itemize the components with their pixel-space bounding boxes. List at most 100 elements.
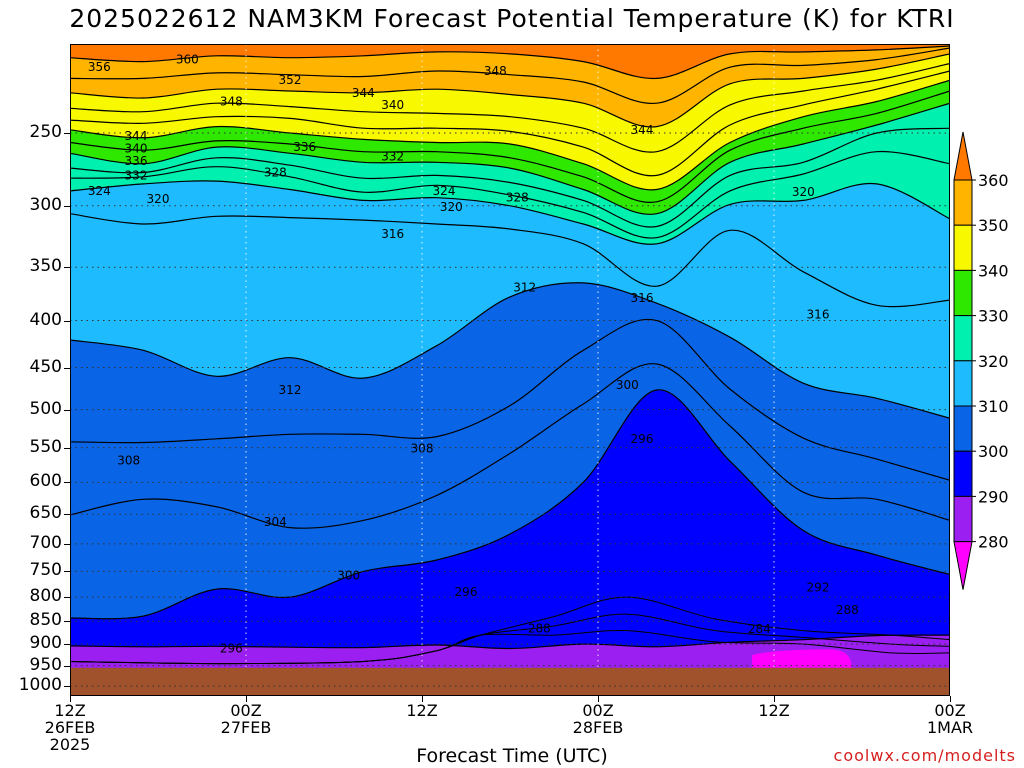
contour-label-328: 328	[506, 191, 529, 205]
isentrope-328	[70, 127, 950, 228]
contour-label-340: 340	[381, 98, 404, 112]
isentrope-300	[70, 389, 950, 620]
x-tick-36	[598, 696, 599, 702]
isentrope-332	[70, 102, 950, 215]
contour-label-328: 328	[264, 166, 287, 180]
isentrope-284	[70, 629, 950, 665]
isentrope-312	[70, 282, 950, 419]
y-tick-label-600: 600	[29, 471, 62, 492]
y-tick-350	[64, 267, 70, 269]
x-tick-60	[950, 696, 951, 702]
colorbar-label-350: 350	[978, 216, 1009, 235]
colorbar-segment-290	[953, 450, 973, 497]
contour-label-300: 300	[337, 569, 360, 583]
contour-label-324: 324	[433, 184, 456, 198]
colorbar-label-330: 330	[978, 307, 1009, 326]
y-tick-550	[64, 447, 70, 449]
y-tick-label-400: 400	[29, 309, 62, 330]
contour-label-332: 332	[125, 168, 148, 182]
x-tick-48	[774, 696, 775, 702]
y-tick-850	[64, 621, 70, 623]
y-tick-450	[64, 367, 70, 369]
isentrope-348	[70, 62, 950, 153]
y-tick-label-550: 550	[29, 436, 62, 457]
contour-label-300: 300	[616, 378, 639, 392]
contour-label-320: 320	[147, 192, 170, 206]
colorbar-max-arrow	[953, 131, 973, 181]
x-tick-label-12: 00Z 27FEB	[220, 701, 272, 737]
contour-label-292: 292	[807, 581, 830, 595]
contour-label-296: 296	[220, 642, 243, 656]
contour-label-340: 340	[125, 142, 148, 156]
y-tick-300	[64, 205, 70, 207]
contour-label-308: 308	[411, 441, 434, 455]
y-tick-label-650: 650	[29, 503, 62, 524]
contour-label-324: 324	[88, 184, 111, 198]
contour-label-316: 316	[631, 291, 654, 305]
y-tick-label-900: 900	[29, 633, 62, 654]
y-tick-label-250: 250	[29, 122, 62, 143]
colorbar-label-280: 280	[978, 533, 1009, 552]
x-tick-24	[422, 696, 423, 702]
fill-band-cold-pocket	[70, 655, 156, 668]
contour-label-348: 348	[220, 94, 243, 108]
y-tick-label-750: 750	[29, 560, 62, 581]
x-tick-label-48: 12Z	[758, 701, 790, 720]
y-tick-700	[64, 543, 70, 545]
y-tick-label-450: 450	[29, 356, 62, 377]
contour-label-308: 308	[117, 453, 140, 467]
y-tick-label-950: 950	[29, 654, 62, 675]
isentrope-344	[70, 70, 950, 177]
plot-area: 356 360 352 348 344 340 348 344 340 336 336 332 332 3…	[70, 44, 950, 696]
y-tick-650	[64, 514, 70, 516]
ground-below-surface	[70, 667, 950, 696]
credit-link[interactable]: coolwx.com/modelts	[833, 746, 1016, 765]
contour-label-304: 304	[264, 515, 287, 529]
y-tick-1000	[64, 686, 70, 688]
colorbar-min-arrow	[953, 541, 973, 590]
isentrope-360	[70, 45, 950, 80]
colorbar-segment-300	[953, 405, 973, 452]
contour-label-320: 320	[792, 185, 815, 199]
fill-band-360	[70, 44, 950, 79]
isentrope-324	[70, 150, 950, 239]
contour-label-316: 316	[807, 308, 830, 322]
x-tick-12	[246, 696, 247, 702]
isentrope-352	[70, 53, 950, 128]
isentrope-296	[70, 634, 950, 650]
contour-label-344: 344	[125, 129, 148, 143]
x-tick-label-60: 00Z 1MAR	[926, 701, 974, 737]
contour-label-336: 336	[293, 140, 316, 154]
contour-label-336: 336	[125, 154, 148, 168]
y-tick-750	[64, 571, 70, 573]
x-tick-label-36: 00Z 28FEB	[572, 701, 624, 737]
y-tick-400	[64, 320, 70, 322]
contour-label-284: 284	[748, 622, 771, 636]
y-tick-800	[64, 597, 70, 599]
y-tick-label-700: 700	[29, 532, 62, 553]
y-tick-label-500: 500	[29, 398, 62, 419]
y-tick-label-350: 350	[29, 256, 62, 277]
colorbar-label-300: 300	[978, 442, 1009, 461]
isentrope-356	[70, 47, 950, 104]
y-tick-500	[64, 409, 70, 411]
y-tick-label-800: 800	[29, 586, 62, 607]
contour-label-312: 312	[513, 280, 536, 294]
y-tick-950	[64, 665, 70, 667]
contour-label-288: 288	[528, 621, 551, 635]
colorbar-segment-280	[953, 495, 973, 543]
colorbar-label-320: 320	[978, 352, 1009, 371]
y-tick-label-850: 850	[29, 610, 62, 631]
colorbar-label-290: 290	[978, 487, 1009, 506]
isentrope-304	[70, 363, 950, 529]
fill-band-280-pocket	[752, 649, 852, 668]
colorbar-label-340: 340	[978, 261, 1009, 280]
colorbar-segment-310	[953, 360, 973, 407]
y-tick-250	[64, 133, 70, 135]
contour-label-356: 356	[88, 60, 111, 74]
colorbar-label-310: 310	[978, 397, 1009, 416]
contour-label-360: 360	[176, 53, 199, 67]
colorbar-segment-320	[953, 315, 973, 362]
y-tick-label-300: 300	[29, 194, 62, 215]
